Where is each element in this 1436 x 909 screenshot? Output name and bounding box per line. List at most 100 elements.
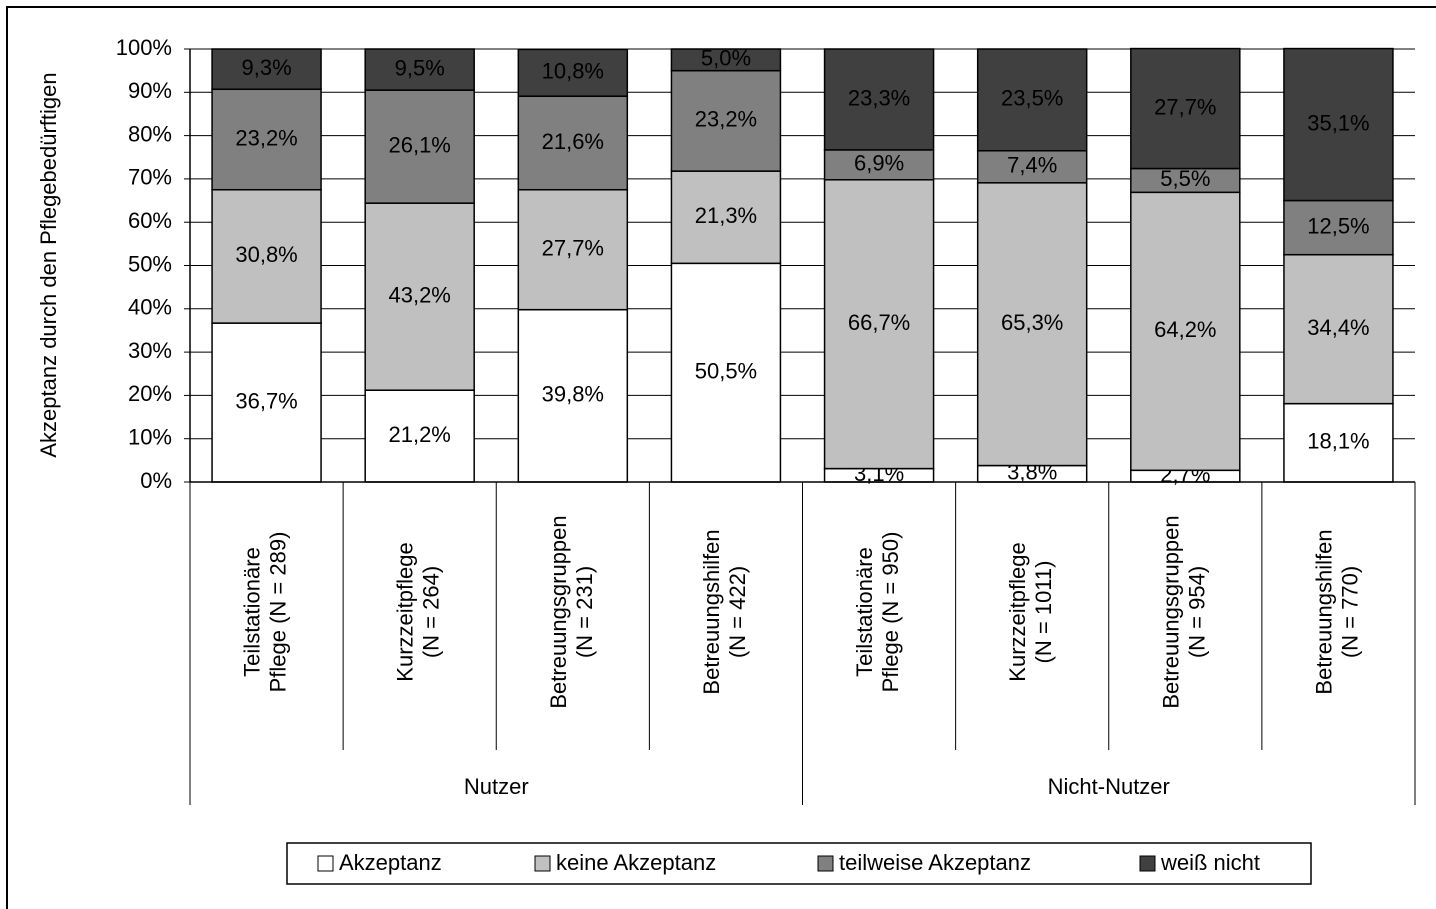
bar-segment [364, 89, 475, 204]
bar-segment [1283, 253, 1394, 405]
value-label: 23,2% [235, 125, 297, 150]
y-tick-label: 100% [116, 35, 172, 60]
value-label: 7,4% [1007, 153, 1057, 178]
value-label: 43,2% [388, 282, 450, 307]
bar-segment [211, 322, 322, 483]
x-tick-label-line: (N = 231) [572, 566, 597, 658]
x-tick-label-line: (N = 264) [419, 566, 444, 658]
bar-segment [976, 182, 1088, 467]
legend-label: Akzeptanz [339, 850, 442, 875]
bar-segment [1283, 402, 1394, 483]
value-label: 21,6% [542, 129, 604, 154]
value-label: 50,5% [695, 358, 757, 383]
bar-segment [670, 48, 782, 72]
bar-segment [1130, 191, 1241, 472]
bar-segment [823, 48, 935, 151]
x-tick-label-line: (N = 422) [725, 566, 750, 658]
bar-segment [670, 69, 782, 172]
x-tick-label-line: (N = 770) [1337, 566, 1362, 658]
bar-segment [517, 188, 629, 311]
value-label: 12,5% [1307, 213, 1369, 238]
x-tick-label: Kurzzeitpflege(N = 1011) [1005, 542, 1056, 681]
value-label: 30,8% [235, 242, 297, 267]
y-tick-label: 60% [128, 208, 172, 233]
bar-segment [364, 202, 475, 391]
x-tick-label-line: (N = 1011) [1031, 561, 1056, 664]
value-label: 21,3% [695, 203, 757, 228]
x-tick-label-line: Betreuungshilfen [699, 529, 724, 694]
legend-swatch [534, 855, 551, 872]
value-label: 35,1% [1307, 110, 1369, 135]
value-label: 21,2% [388, 422, 450, 447]
x-tick-label-line: Pflege (N = 289) [265, 532, 290, 693]
bar-segment [976, 150, 1088, 184]
value-label: 23,5% [1001, 86, 1063, 111]
x-tick-label-line: Betreuungsgruppen [546, 515, 571, 708]
legend-label: weiß nicht [1160, 850, 1260, 875]
value-label: 9,5% [395, 55, 445, 80]
x-tick-label-line: Pflege (N = 950) [878, 532, 903, 693]
bar-segment [670, 262, 782, 483]
value-label: 39,8% [542, 382, 604, 407]
x-tick-label: Betreuungshilfen(N = 770) [1311, 529, 1362, 694]
value-label: 65,3% [1001, 310, 1063, 335]
bar-segment [517, 48, 629, 97]
value-label: 26,1% [388, 132, 450, 157]
legend-swatch [1139, 855, 1156, 872]
legend-label: keine Akzeptanz [556, 850, 716, 875]
bar-segment [364, 389, 475, 483]
y-tick-label: 20% [128, 381, 172, 406]
legend-swatch [317, 855, 334, 872]
bar-segment [211, 88, 322, 191]
legend-swatch [817, 855, 834, 872]
x-tick-label: TeilstationärePflege (N = 950) [852, 532, 903, 693]
x-tick-label-line: Kurzzeitpflege [393, 542, 418, 681]
value-label: 10,8% [542, 59, 604, 84]
value-label: 18,1% [1307, 429, 1369, 454]
group-label: Nicht-Nutzer [1048, 774, 1170, 799]
value-label: 23,3% [848, 85, 910, 110]
x-tick-label: Betreuungsgruppen(N = 954) [1158, 515, 1209, 708]
bar-segment [976, 48, 1088, 152]
y-tick-label: 80% [128, 121, 172, 146]
value-label: 23,2% [695, 107, 757, 132]
bar-segment [517, 308, 629, 483]
x-tick-label: TeilstationärePflege (N = 289) [239, 532, 290, 693]
x-tick-label-line: Teilstationäre [852, 547, 877, 677]
y-tick-label: 0% [140, 468, 172, 493]
value-label: 5,0% [701, 46, 751, 71]
value-label: 9,3% [241, 55, 291, 80]
value-label: 36,7% [235, 388, 297, 413]
value-label: 66,7% [848, 310, 910, 335]
x-tick-label-line: Kurzzeitpflege [1005, 542, 1030, 681]
y-tick-label: 40% [128, 295, 172, 320]
value-label: 6,9% [854, 151, 904, 176]
x-tick-label: Kurzzeitpflege(N = 264) [393, 542, 444, 681]
y-tick-label: 10% [128, 425, 172, 450]
x-tick-label-line: Betreuungsgruppen [1158, 515, 1183, 708]
value-label: 64,2% [1154, 317, 1216, 342]
x-tick-label: Betreuungsgruppen(N = 231) [546, 515, 597, 708]
bar-segment [823, 179, 935, 470]
value-label: 34,4% [1307, 315, 1369, 340]
x-tick-label-line: Betreuungshilfen [1311, 529, 1336, 694]
group-label: Nutzer [464, 774, 529, 799]
value-label: 5,5% [1160, 166, 1210, 191]
x-tick-label-line: (N = 954) [1184, 566, 1209, 658]
y-axis-title: Akzeptanz durch den Pflegebedürftigen [36, 72, 61, 457]
y-tick-label: 90% [128, 78, 172, 103]
bar-segment [364, 48, 475, 91]
value-label: 27,7% [1154, 94, 1216, 119]
value-label: 27,7% [542, 236, 604, 261]
y-tick-label: 70% [128, 165, 172, 190]
bar-segment [1283, 47, 1394, 202]
bar-segment [211, 48, 322, 91]
y-tick-label: 50% [128, 251, 172, 276]
bar-segment [211, 188, 322, 324]
x-tick-label-line: Teilstationäre [239, 547, 264, 677]
bar-segment [823, 149, 935, 181]
x-tick-label: Betreuungshilfen(N = 422) [699, 529, 750, 694]
y-tick-label: 30% [128, 338, 172, 363]
legend-label: teilweise Akzeptanz [839, 850, 1031, 875]
